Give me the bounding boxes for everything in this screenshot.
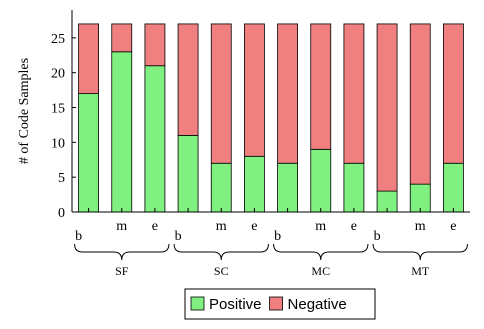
group-brace [173, 243, 269, 261]
group-brace [74, 243, 170, 261]
bar-positive-3 [177, 134, 199, 213]
bar-negative-1 [111, 23, 133, 53]
x-tick-label: b [75, 229, 82, 244]
legend-swatch-positive [190, 296, 205, 311]
x-axis-ticks: bm ebm ebm ebm e [75, 208, 457, 244]
x-tick-label: b [274, 229, 281, 244]
bar-positive-0 [78, 93, 99, 213]
x-tick-label: m [216, 219, 227, 234]
bar-positive-8 [343, 162, 365, 213]
bar-negative-2 [144, 23, 166, 67]
group-brace [273, 243, 369, 261]
plot-area [78, 23, 464, 213]
y-axis-label: # of Code Samples [17, 58, 32, 164]
group-label: SC [214, 264, 229, 278]
legend-swatch-negative [269, 296, 283, 311]
bar-positive-10 [409, 183, 431, 213]
legend-label-positive: Positive [209, 296, 262, 313]
x-tick-label: m [315, 219, 326, 234]
bar-negative-8 [343, 23, 365, 164]
bar-negative-3 [177, 23, 199, 136]
y-tick-label: 10 [51, 136, 65, 151]
y-tick-label: 20 [51, 67, 65, 82]
bar-positive-2 [144, 65, 166, 213]
x-tick-label: b [175, 229, 182, 244]
y-tick-label: 25 [51, 32, 65, 47]
group-brace [372, 243, 468, 261]
bar-positive-7 [310, 148, 332, 213]
group-label: MT [411, 264, 430, 278]
x-tick-label: b [374, 229, 381, 244]
x-tick-label: e [351, 219, 357, 234]
bar-positive-11 [443, 162, 464, 213]
y-tick-label: 5 [58, 171, 65, 186]
bar-negative-9 [376, 23, 398, 192]
bar-positive-1 [111, 51, 133, 213]
bar-positive-5 [244, 155, 265, 213]
legend: Positive Negative [184, 288, 376, 320]
bar-negative-10 [409, 23, 431, 185]
legend-box [184, 288, 376, 320]
x-tick-label: e [251, 219, 257, 234]
x-tick-label: e [152, 219, 158, 234]
y-tick-label: 0 [58, 206, 65, 221]
bar-negative-7 [310, 23, 332, 150]
y-tick-label: 15 [51, 102, 65, 117]
group-label: SF [115, 264, 129, 278]
bar-negative-0 [78, 23, 99, 94]
bar-negative-11 [443, 23, 464, 164]
category-groups: SF SC MC MT [74, 243, 468, 278]
y-axis-ticks: 0 5 10 15 20 25 [51, 32, 76, 221]
x-tick-label: m [415, 219, 426, 234]
bar-negative-5 [244, 23, 265, 157]
legend-label-negative: Negative [288, 296, 347, 313]
x-tick-label: m [116, 219, 127, 234]
x-tick-label: e [450, 219, 456, 234]
bar-positive-4 [210, 162, 232, 213]
bar-negative-6 [277, 23, 298, 164]
bar-negative-4 [210, 23, 232, 164]
group-label: MC [311, 264, 330, 278]
bar-positive-6 [277, 162, 298, 213]
